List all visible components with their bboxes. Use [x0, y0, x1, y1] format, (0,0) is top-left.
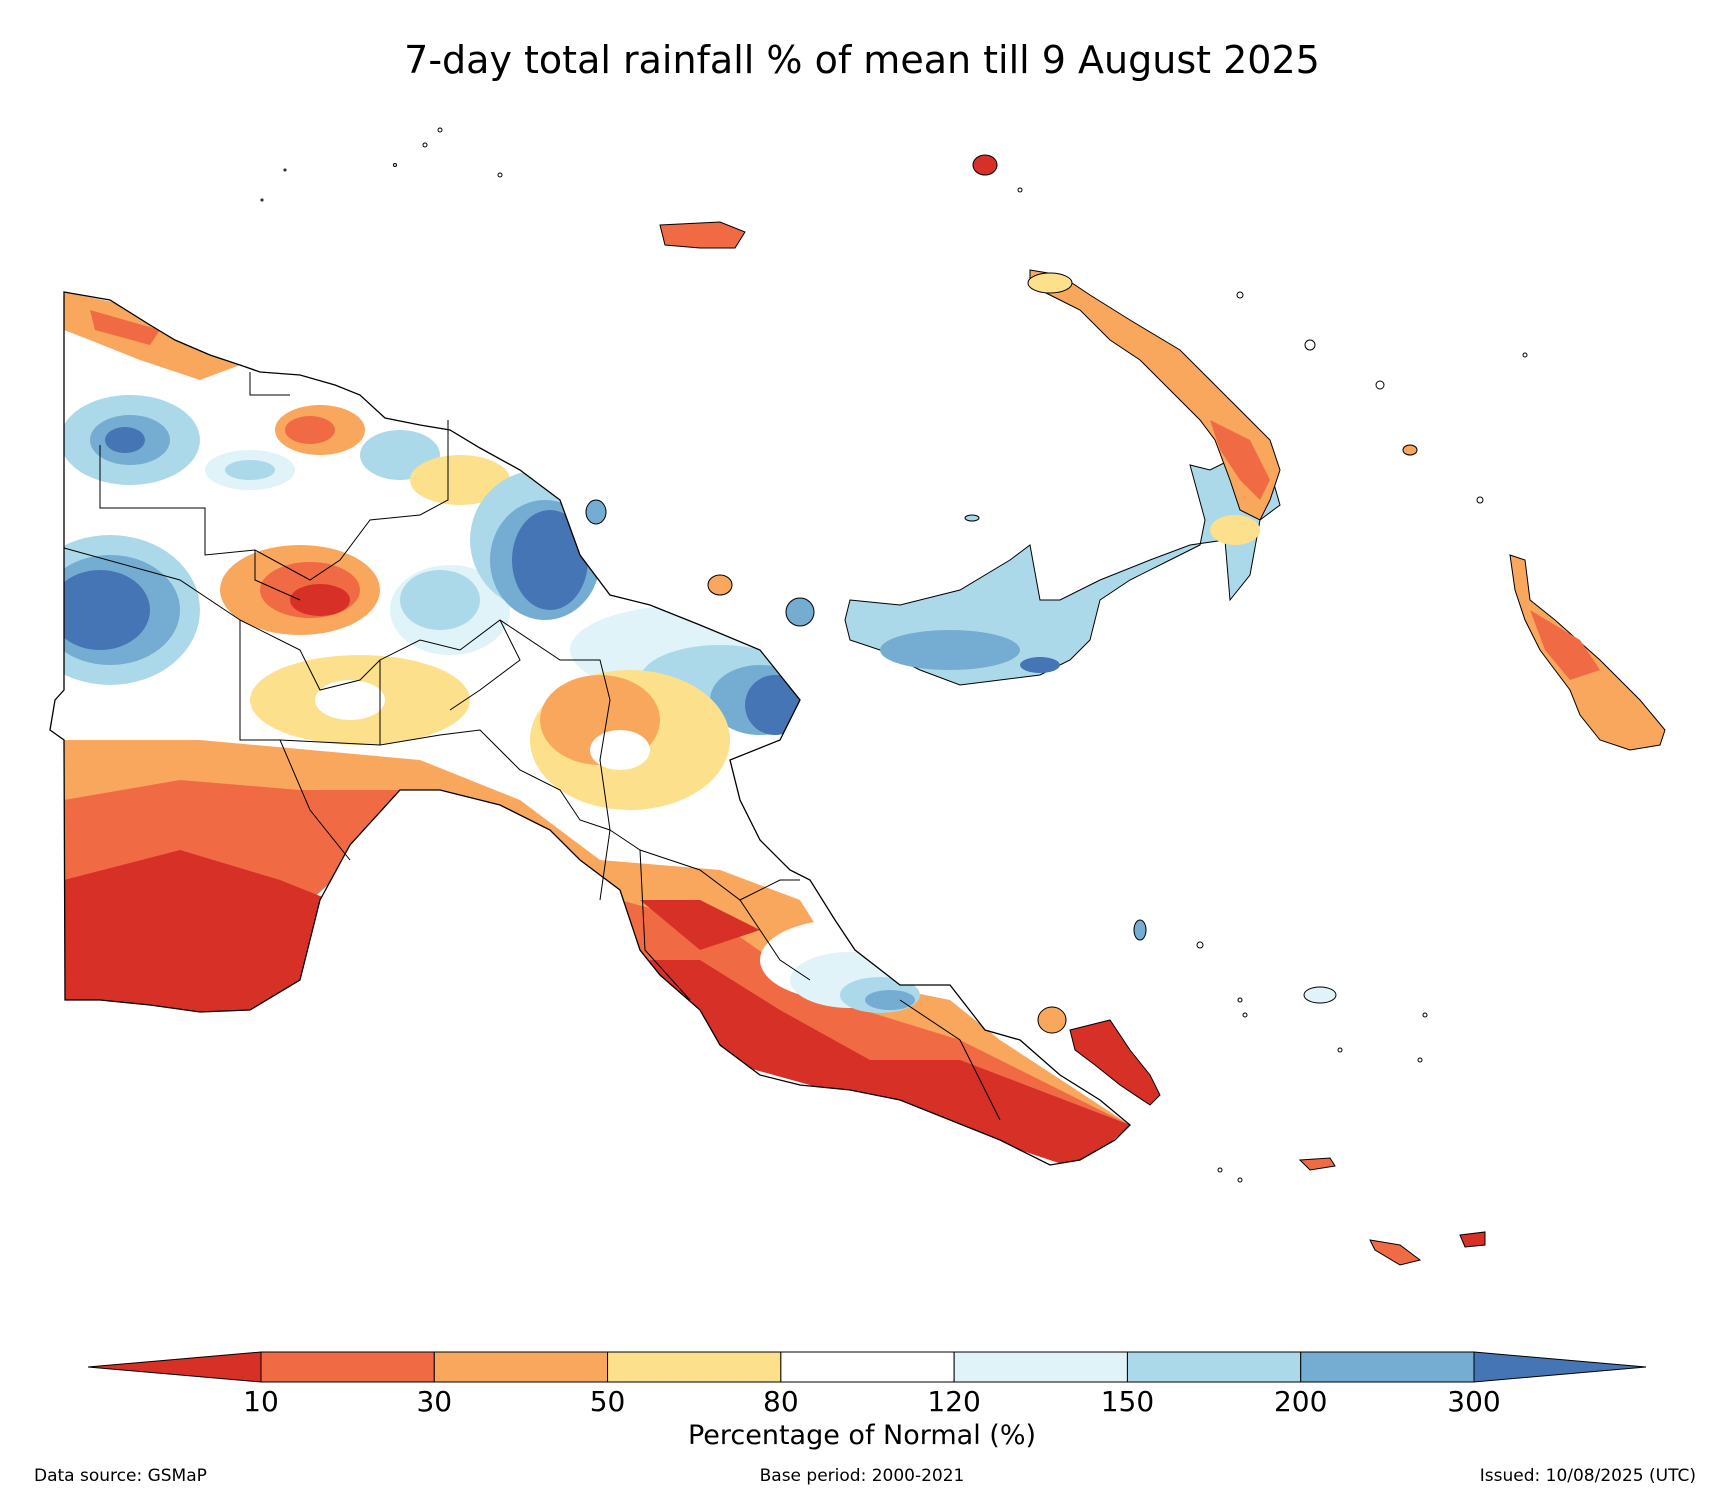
- province-boundaries: [63, 372, 1001, 1121]
- colorbar-tick-label: 150: [1100, 1385, 1155, 1418]
- colorbar-bin: [1300, 1351, 1475, 1383]
- colorbar-tick-label: 120: [927, 1385, 981, 1418]
- map-title: 7-day total rainfall % of mean till 9 Au…: [404, 38, 1320, 82]
- colorbar-tick-label: 200: [1273, 1385, 1328, 1418]
- colorbar-bin: [260, 1351, 435, 1383]
- colorbar-tick-label: 30: [416, 1385, 453, 1418]
- issued-date: Issued: 10/08/2025 (UTC): [1479, 1466, 1696, 1486]
- colorbar-extend-low: [87, 1351, 262, 1383]
- new-britain-island: [844, 459, 1281, 686]
- colorbar-tick-label: 10: [243, 1385, 279, 1418]
- new-ireland-island: [1027, 269, 1281, 521]
- colorbar-tick-label: 80: [763, 1385, 799, 1418]
- colorbar-bin: [607, 1351, 782, 1383]
- mainland-rainfall-field: [50, 292, 1130, 1165]
- colorbar-tick-label: 300: [1447, 1385, 1501, 1418]
- data-source: Data source: GSMaP: [34, 1466, 207, 1486]
- offshore-islands: [585, 154, 1486, 1266]
- colorbar-extend-high: [1473, 1351, 1647, 1383]
- tiny-islands: [260, 127, 1528, 1183]
- bougainville-island: [1509, 554, 1666, 751]
- colorbar-bin: [1126, 1351, 1302, 1383]
- colorbar-bin: [433, 1351, 609, 1383]
- manus-island: [659, 221, 746, 249]
- colorbar-bin: [953, 1351, 1128, 1383]
- mainland-coastline: [49, 291, 1131, 1166]
- base-period: Base period: 2000-2021: [759, 1466, 965, 1486]
- colorbar-tick-label: 50: [589, 1385, 626, 1418]
- colorbar-label: Percentage of Normal (%): [687, 1420, 1037, 1451]
- colorbar-bin: [780, 1351, 955, 1383]
